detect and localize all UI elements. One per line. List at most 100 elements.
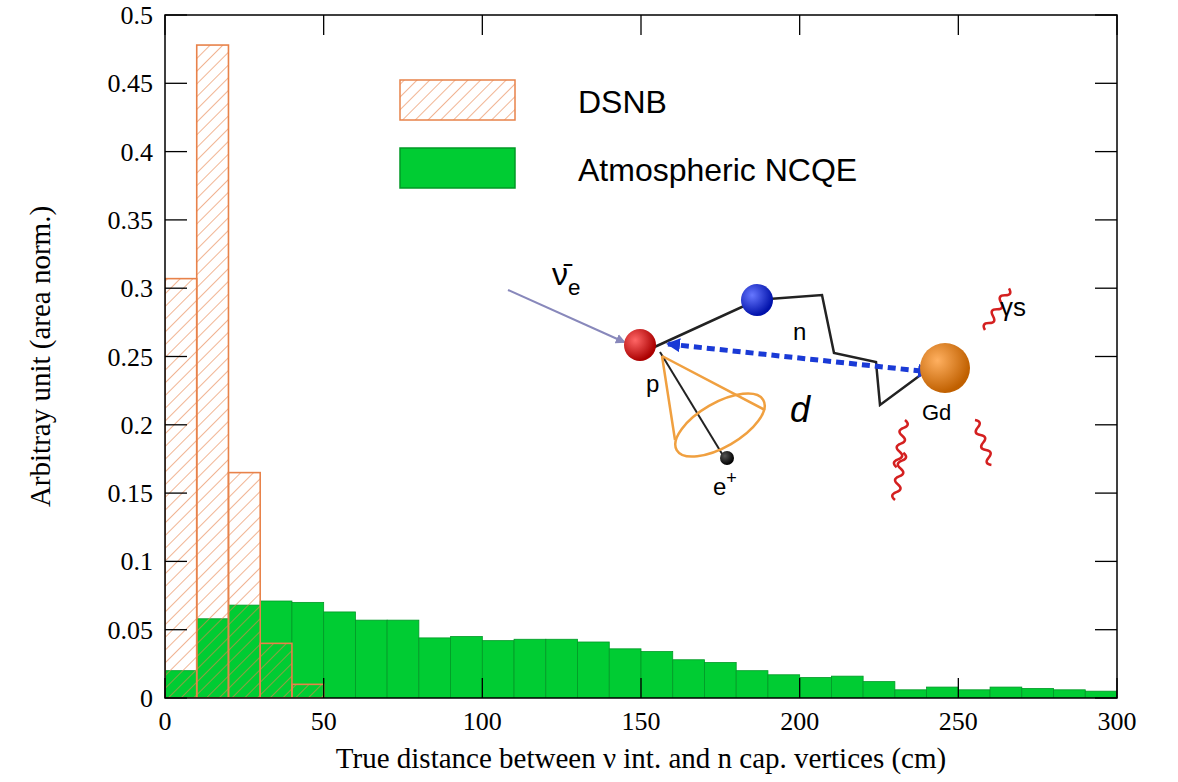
x-tick [164,15,165,35]
y-tick [1095,288,1117,289]
y-tick-label: 0.35 [108,206,154,235]
bar [514,639,546,698]
bar [863,682,895,698]
x-tick-label: 0 [159,707,172,736]
cherenkov-cone [662,356,765,440]
x-tick [323,678,324,698]
bar [768,675,800,698]
bar [451,637,483,698]
annotation: Gd [922,400,951,425]
bar [673,660,705,698]
bar [546,639,578,698]
x-tick-label: 50 [311,707,337,736]
y-tick-label: 0.25 [108,343,154,372]
y-tick-label: 0.2 [121,411,154,440]
bar [324,612,356,698]
annotation: ν̄e [552,256,580,300]
bar [292,602,324,698]
y-tick [165,561,187,562]
annotation: e+ [713,468,737,500]
legend-swatch [400,148,515,188]
x-tick-label: 200 [780,707,819,736]
annotation: n [793,318,806,345]
frame [165,15,1117,698]
y-tick [165,492,187,493]
x-tick [482,15,483,35]
y-tick [165,83,187,84]
legend-label: Atmospheric NCQE [578,152,857,188]
bar [355,620,387,698]
y-tick [165,151,187,152]
cherenkov-ring [666,381,775,469]
distance-arrow [668,344,930,372]
y-tick [165,356,187,357]
y-tick [165,697,187,698]
x-tick [958,678,959,698]
bar [990,687,1022,698]
y-tick [165,288,187,289]
y-tick [1095,492,1117,493]
marks [165,45,1117,698]
annotation: γs [1000,292,1026,322]
y-tick-label: 0.45 [108,69,154,98]
y-tick-label: 0.3 [121,274,154,303]
legend: DSNBAtmospheric NCQE [400,80,857,188]
y-tick-label: 0.4 [121,138,154,167]
bar [1085,691,1117,698]
annotation: d [790,389,811,430]
y-tick [1095,561,1117,562]
gamma [892,452,907,500]
bar [578,642,610,698]
x-tick-label: 100 [463,707,502,736]
gadolinium [920,343,970,393]
x-tick-label: 300 [1098,707,1137,736]
proton [624,329,656,361]
y-tick [1095,83,1117,84]
bar [641,652,673,698]
bar [704,662,736,698]
y-tick-label: 0.5 [121,1,154,30]
series [165,45,324,698]
bar [228,473,260,698]
legend-swatch [400,80,515,120]
x-axis-title: True distance between ν int. and n cap. … [336,742,946,775]
bar [831,676,863,698]
neutron [741,284,773,316]
neutron-path [648,295,930,405]
annotation: p [646,370,659,397]
y-tick [165,424,187,425]
y-tick [1095,629,1117,630]
x-tick [1116,15,1117,35]
positron [720,451,734,465]
x-tick [164,678,165,698]
bar [292,684,324,698]
y-tick [1095,356,1117,357]
x-tick [958,15,959,35]
neutrino-arrow [508,290,624,342]
x-tick [323,15,324,35]
y-tick [165,14,187,15]
bar [482,641,514,698]
bar [736,671,768,698]
y-tick-label: 0.05 [108,616,154,645]
bar [800,678,832,698]
y-tick [165,219,187,220]
y-tick [1095,697,1117,698]
x-tick [799,678,800,698]
y-axis-title: Arbitray unit (area norm.) [24,206,57,507]
y-tick-label: 0.1 [121,547,154,576]
x-tick [640,678,641,698]
bar [1022,688,1054,698]
y-tick-label: 0.15 [108,479,154,508]
bar [609,649,641,698]
bar [165,279,197,698]
y-tick [1095,14,1117,15]
y-tick [165,629,187,630]
y-tick [1095,151,1117,152]
x-tick-label: 250 [939,707,978,736]
bar [387,620,419,698]
bar [1054,690,1086,698]
bar [260,643,292,698]
bar [419,638,451,698]
bar [958,690,990,698]
